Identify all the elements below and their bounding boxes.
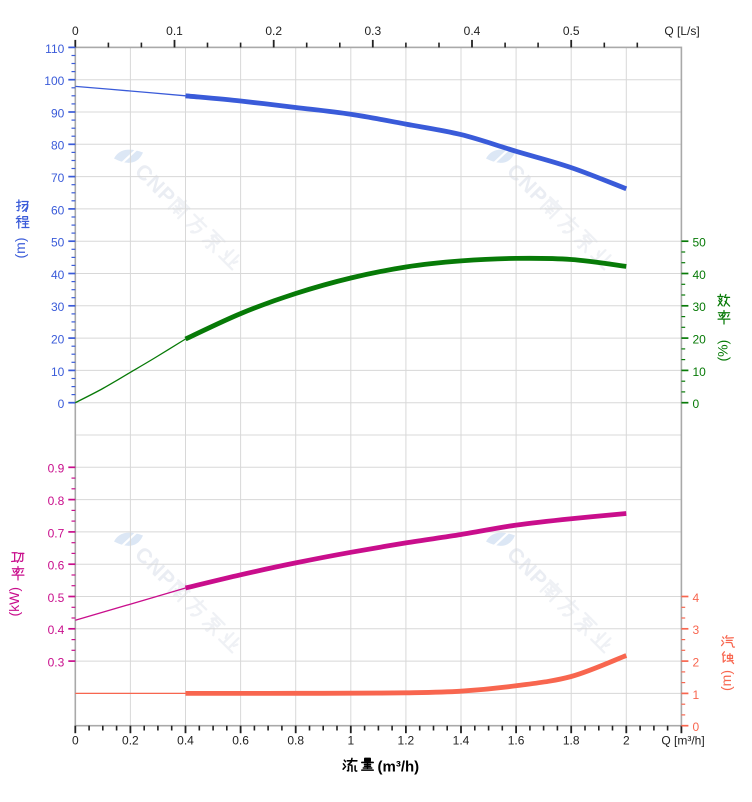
svg-text:10: 10 [51, 365, 65, 379]
svg-text:10: 10 [693, 365, 707, 379]
svg-text:0.1: 0.1 [166, 24, 183, 38]
svg-text:0: 0 [693, 397, 700, 411]
svg-text:80: 80 [51, 139, 65, 153]
svg-text:0.4: 0.4 [464, 24, 481, 38]
svg-text:0.3: 0.3 [364, 24, 381, 38]
svg-text:0: 0 [693, 720, 700, 734]
svg-text:0.7: 0.7 [48, 526, 65, 540]
svg-text:70: 70 [51, 171, 65, 185]
svg-text:1: 1 [347, 733, 354, 747]
svg-text:(m): (m) [12, 238, 28, 259]
svg-text:50: 50 [51, 236, 65, 250]
svg-text:4: 4 [693, 591, 700, 605]
svg-text:(kW): (kW) [6, 587, 22, 617]
svg-text:1.8: 1.8 [563, 733, 580, 747]
svg-text:2: 2 [693, 656, 700, 670]
svg-text:0.9: 0.9 [48, 462, 65, 476]
svg-text:0.6: 0.6 [232, 733, 249, 747]
svg-text:0.8: 0.8 [287, 733, 304, 747]
svg-text:1: 1 [693, 688, 700, 702]
svg-text:1.6: 1.6 [508, 733, 525, 747]
svg-text:(%): (%) [715, 340, 731, 362]
svg-text:0.6: 0.6 [48, 559, 65, 573]
svg-text:0: 0 [72, 24, 79, 38]
svg-text:(m): (m) [718, 670, 734, 691]
svg-text:100: 100 [44, 74, 64, 88]
svg-text:20: 20 [51, 333, 65, 347]
svg-text:1.4: 1.4 [453, 733, 470, 747]
svg-text:0: 0 [72, 733, 79, 747]
svg-text:20: 20 [693, 333, 707, 347]
svg-text:0.2: 0.2 [122, 733, 139, 747]
svg-text:0.4: 0.4 [177, 733, 194, 747]
svg-text:30: 30 [51, 300, 65, 314]
svg-text:40: 40 [51, 268, 65, 282]
svg-text:30: 30 [693, 300, 707, 314]
svg-text:0.3: 0.3 [48, 656, 65, 670]
svg-text:0.5: 0.5 [563, 24, 580, 38]
svg-text:0.2: 0.2 [265, 24, 282, 38]
svg-text:0: 0 [58, 397, 65, 411]
svg-text:0.4: 0.4 [48, 623, 65, 637]
svg-text:Q [L/s]: Q [L/s] [664, 24, 699, 38]
svg-text:40: 40 [693, 268, 707, 282]
svg-text:0.5: 0.5 [48, 591, 65, 605]
svg-text:3: 3 [693, 623, 700, 637]
svg-text:0.8: 0.8 [48, 494, 65, 508]
svg-text:Q [m³/h]: Q [m³/h] [661, 733, 704, 747]
svg-text:(m³/h): (m³/h) [378, 758, 420, 775]
svg-text:1.2: 1.2 [398, 733, 415, 747]
svg-text:2: 2 [623, 733, 630, 747]
svg-text:90: 90 [51, 106, 65, 120]
svg-text:110: 110 [45, 42, 64, 56]
svg-text:50: 50 [693, 236, 707, 250]
svg-text:60: 60 [51, 203, 65, 217]
